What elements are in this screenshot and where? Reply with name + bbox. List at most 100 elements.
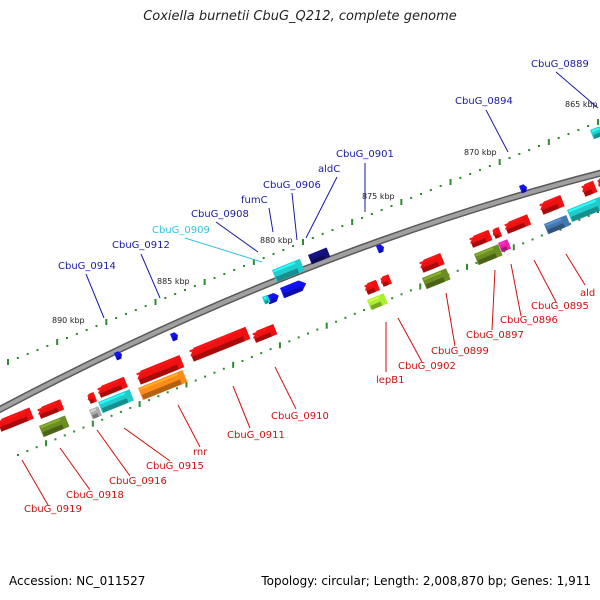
tick-mark xyxy=(307,332,309,335)
tick-mark xyxy=(17,454,19,456)
gene-label[interactable]: ald xyxy=(580,288,595,299)
tick-mark xyxy=(7,359,9,365)
tick-mark xyxy=(63,434,66,437)
gene-label[interactable]: CbuG_0894 xyxy=(455,96,513,107)
tick-mark xyxy=(232,361,235,368)
tick-mark xyxy=(272,253,275,255)
tick-mark xyxy=(351,219,354,225)
tick-mark xyxy=(157,395,160,398)
backbone-line xyxy=(0,171,600,412)
gene-label[interactable]: CbuG_0897 xyxy=(466,330,524,341)
gene-label[interactable]: CbuG_0895 xyxy=(531,301,589,312)
gene-features[interactable] xyxy=(0,125,600,438)
gene-shadow xyxy=(311,255,325,264)
gene-label[interactable]: CbuG_0910 xyxy=(271,411,329,422)
tick-mark xyxy=(282,249,285,251)
gene-highlight xyxy=(97,379,120,391)
gene-shadow xyxy=(264,299,269,305)
callout-line xyxy=(177,404,201,448)
tick-mark xyxy=(119,410,122,413)
tick-mark xyxy=(110,414,113,417)
tick-mark xyxy=(213,371,216,374)
gene-label[interactable]: CbuG_0909 xyxy=(152,225,210,236)
tick-mark xyxy=(144,305,147,307)
callout-line xyxy=(96,429,131,477)
gene-label[interactable]: aldC xyxy=(318,164,340,175)
callout-line xyxy=(491,269,496,331)
gene-shadow xyxy=(191,336,245,362)
gene-label[interactable]: fumC xyxy=(241,195,268,206)
gene-label[interactable]: CbuG_0889 xyxy=(531,59,589,70)
gene-shadow xyxy=(425,277,446,289)
tick-mark xyxy=(567,133,570,135)
gene-label[interactable]: lepB1 xyxy=(376,375,405,386)
tick-mark xyxy=(297,336,300,339)
gene-label[interactable]: CbuG_0901 xyxy=(336,149,394,160)
tick-mark xyxy=(370,213,373,215)
tick-mark xyxy=(185,381,188,388)
gene-label[interactable]: CbuG_0915 xyxy=(146,461,204,472)
gene-label[interactable]: CbuG_0896 xyxy=(500,315,558,326)
gene-feature xyxy=(597,176,600,191)
tick-mark xyxy=(95,325,98,327)
tick-mark xyxy=(344,316,347,319)
gene-feature xyxy=(252,324,278,343)
tick-mark xyxy=(578,218,581,221)
gene-label[interactable]: CbuG_0902 xyxy=(398,361,456,372)
callout-line xyxy=(305,176,338,239)
gene-shadow xyxy=(283,286,303,298)
gene-label[interactable]: rnr xyxy=(193,447,208,458)
gene-label[interactable]: CbuG_0906 xyxy=(263,180,321,191)
gene-body xyxy=(505,214,532,232)
gene-feature xyxy=(280,280,307,299)
gene-shadow xyxy=(42,424,64,437)
gene-feature xyxy=(422,268,451,290)
gene-shadow xyxy=(0,416,29,432)
tick-mark xyxy=(469,173,472,175)
gene-label[interactable]: CbuG_0912 xyxy=(112,240,170,251)
gene-label[interactable]: CbuG_0919 xyxy=(24,504,82,515)
tick-mark xyxy=(252,259,255,265)
tick-mark xyxy=(311,237,314,239)
gene-shadow xyxy=(541,203,560,215)
gene-label[interactable]: CbuG_0916 xyxy=(109,476,167,487)
tick-mark xyxy=(363,308,366,311)
gene-label[interactable]: CbuG_0918 xyxy=(66,490,124,501)
tick-mark xyxy=(498,159,501,165)
gene-label[interactable]: CbuG_0899 xyxy=(431,346,489,357)
tick-mark xyxy=(597,211,599,213)
gene-label[interactable]: CbuG_0911 xyxy=(227,430,285,441)
tick-mark xyxy=(531,238,534,241)
tick-mark xyxy=(410,197,413,199)
callout-line xyxy=(274,366,297,410)
gene-feature xyxy=(89,406,103,420)
gene-highlight xyxy=(136,358,176,376)
gene-highlight xyxy=(475,247,494,257)
tick-mark xyxy=(341,225,344,227)
callout-line xyxy=(291,192,298,241)
tick-mark xyxy=(456,269,459,272)
callout-line xyxy=(21,459,49,506)
tick-mark xyxy=(508,157,511,159)
callout-line xyxy=(215,221,259,253)
gene-label[interactable]: CbuG_0914 xyxy=(58,261,116,272)
gene-feature xyxy=(590,126,600,140)
tick-mark xyxy=(547,139,550,145)
tick-mark xyxy=(361,217,363,219)
tick-mark xyxy=(292,245,295,247)
gene-body xyxy=(253,324,278,341)
gene-highlight xyxy=(189,329,242,353)
tick-mark xyxy=(75,333,78,335)
gene-feature xyxy=(544,215,571,235)
gene-shadow xyxy=(268,298,277,304)
gene-shadow xyxy=(382,281,389,287)
gene-label[interactable]: CbuG_0908 xyxy=(191,209,249,220)
gene-highlight xyxy=(37,402,56,412)
tick-mark xyxy=(316,328,319,331)
tick-mark xyxy=(331,229,334,231)
gene-body xyxy=(98,376,128,396)
gene-highlight xyxy=(597,178,600,183)
tick-mark xyxy=(250,356,253,359)
tick-mark xyxy=(518,153,521,155)
gene-feature xyxy=(0,407,34,432)
